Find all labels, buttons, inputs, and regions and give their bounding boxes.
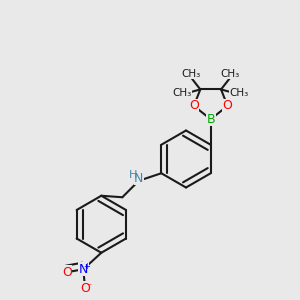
Text: CH₃: CH₃ [172,88,192,98]
Text: ⁻: ⁻ [86,282,92,292]
Text: O: O [189,99,199,112]
Text: B: B [206,113,215,126]
Text: N: N [134,172,143,185]
Text: +: + [83,262,90,272]
Text: CH₃: CH₃ [230,88,249,98]
Text: N: N [79,263,88,276]
Text: H: H [129,170,138,180]
Text: O: O [62,266,72,279]
Text: CH₃: CH₃ [181,69,200,79]
Text: O: O [80,282,90,295]
Text: O: O [223,99,232,112]
Text: CH₃: CH₃ [221,69,240,79]
